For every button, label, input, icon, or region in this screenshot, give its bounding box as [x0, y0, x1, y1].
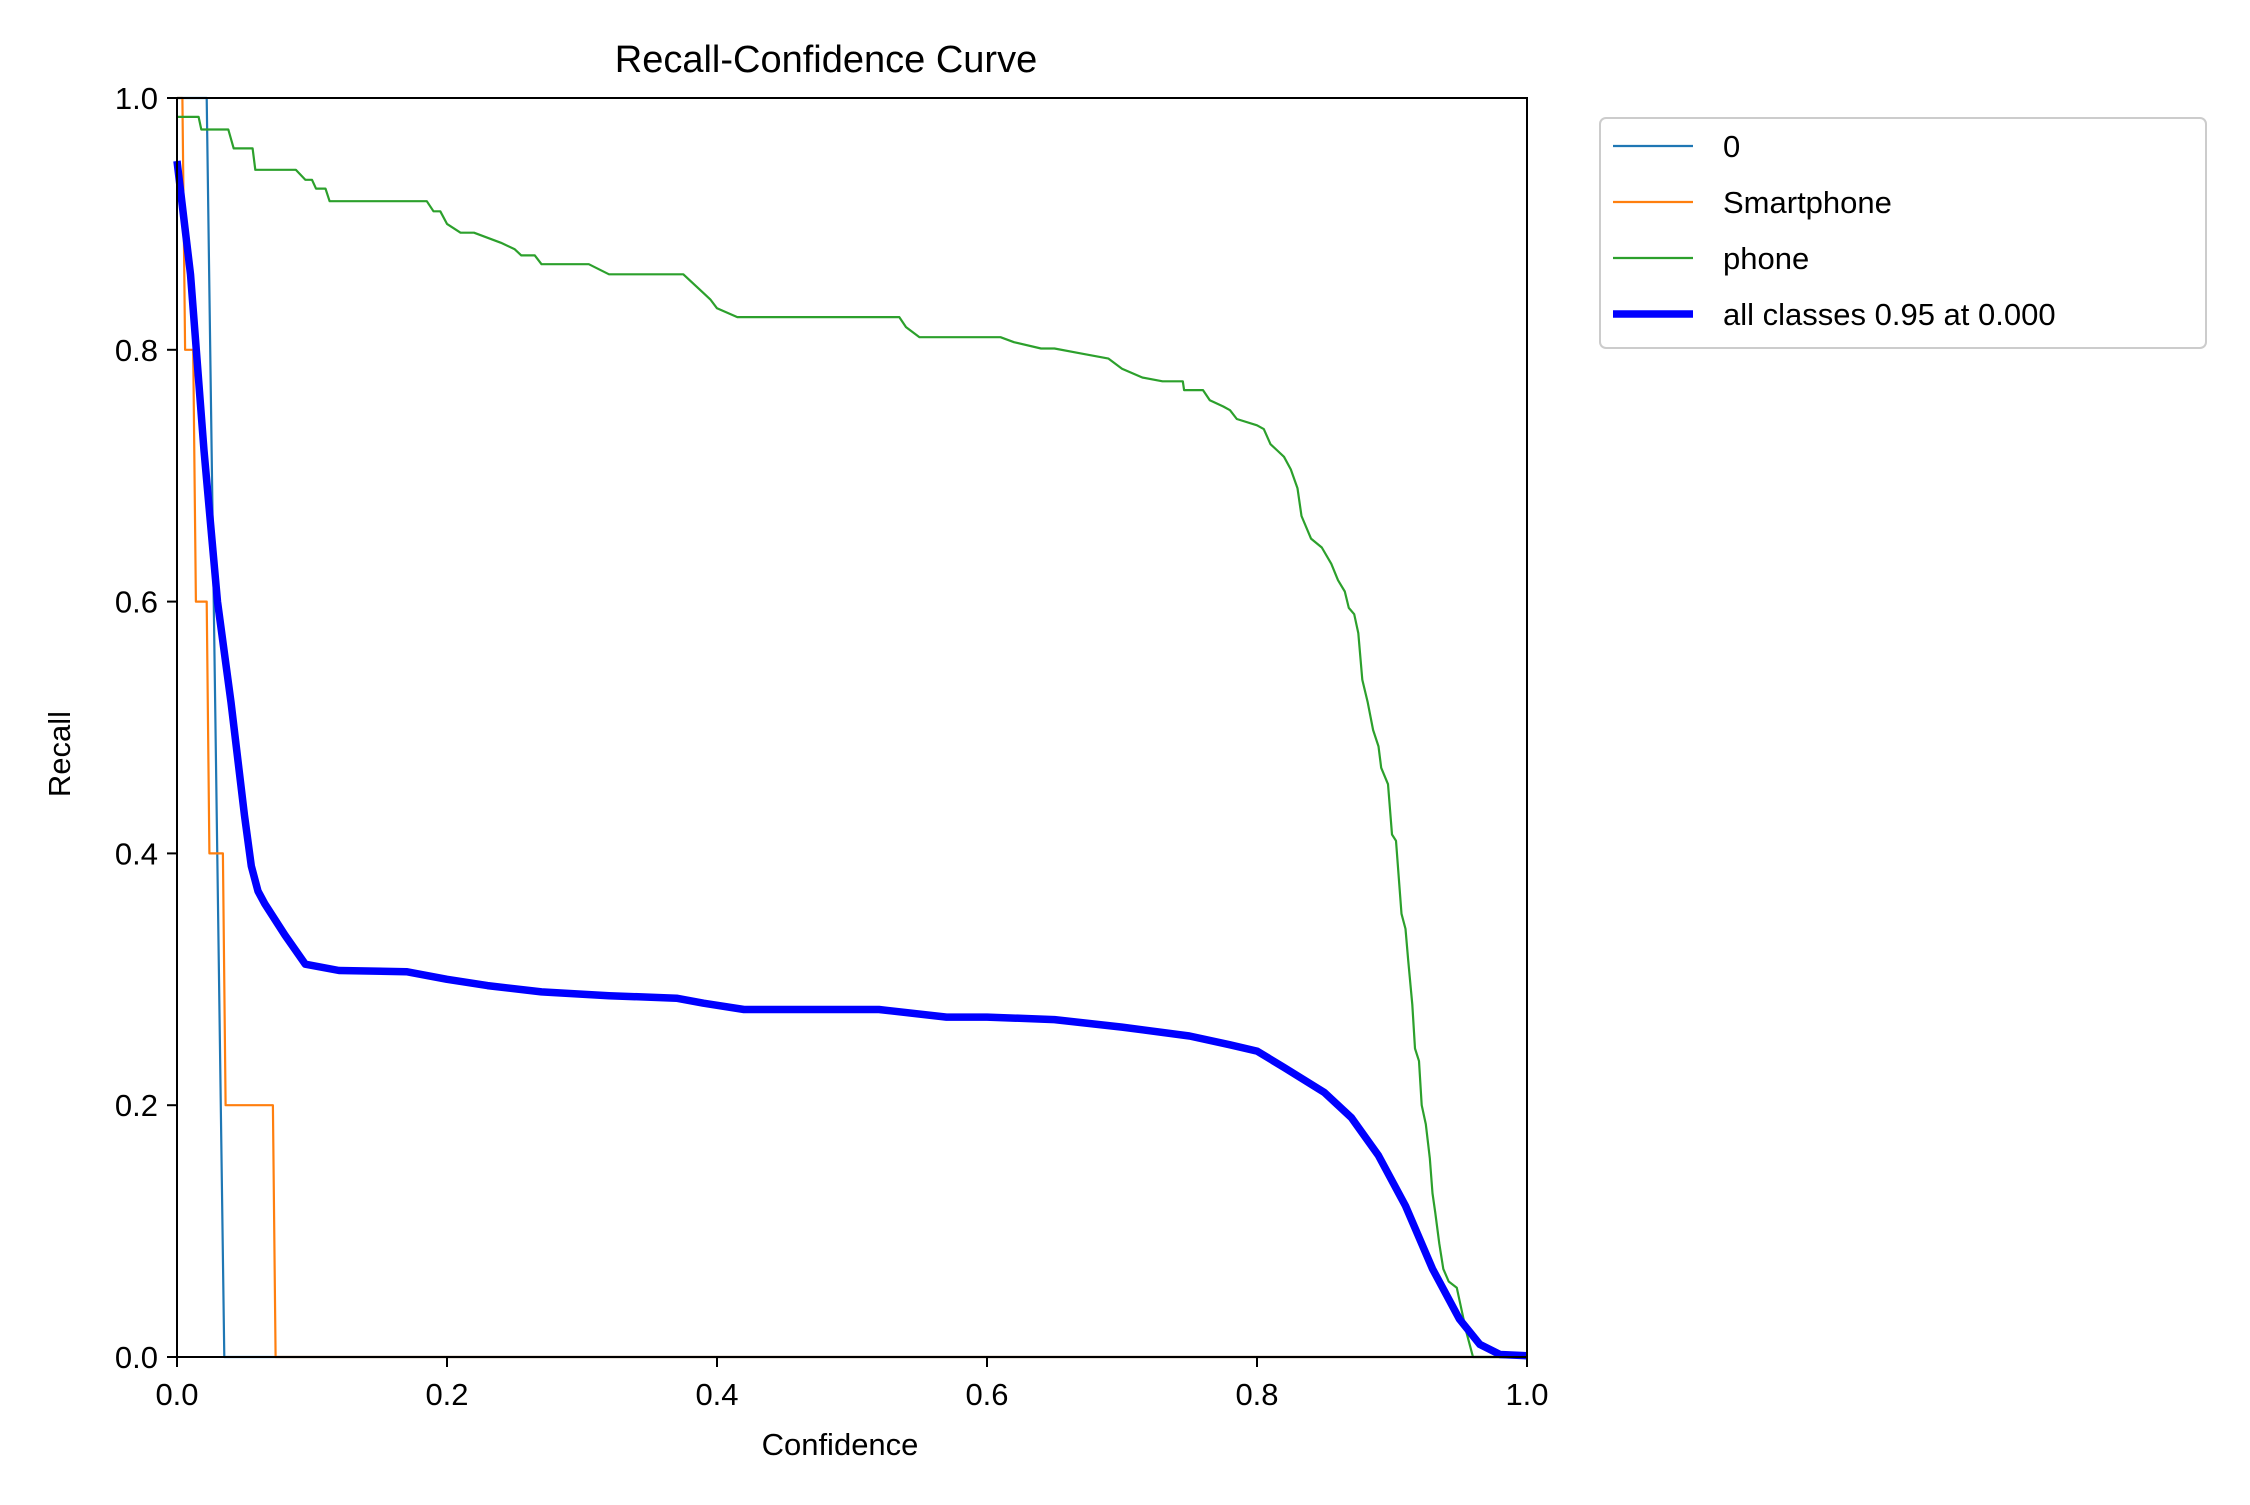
axes-frame [176, 97, 1528, 1358]
x-tick-label: 0.0 [155, 1377, 198, 1412]
y-axis-label: Recall [42, 711, 77, 797]
series-line-3 [173, 160, 1528, 1360]
y-tick-label: 0.0 [115, 1340, 158, 1375]
x-axis-label: Confidence [762, 1427, 919, 1462]
plot-area: 0.0 0.2 0.4 0.6 0.8 1.0 0.0 0.2 0.4 0.6 0.8 1.0 [115, 81, 1549, 1412]
legend-label: all classes 0.95 at 0.000 [1723, 297, 2056, 332]
legend-label: 0 [1723, 129, 1740, 164]
series-line-2 [177, 115, 1527, 1359]
x-tick-label: 1.0 [1505, 1377, 1548, 1412]
series-line-1 [177, 96, 1527, 1359]
x-tick-label: 0.2 [425, 1377, 468, 1412]
chart-title: Recall-Confidence Curve [615, 39, 1037, 81]
legend-label: Smartphone [1723, 185, 1892, 220]
y-tick-label: 1.0 [115, 81, 158, 116]
y-tick-label: 0.2 [115, 1088, 158, 1123]
x-tick-label: 0.8 [1235, 1377, 1278, 1412]
y-tick-label: 0.4 [115, 836, 158, 871]
y-tick-label: 0.8 [115, 333, 158, 368]
legend: 0 Smartphone phone all classes 0.95 at 0.00… [1599, 117, 2207, 349]
y-tick-label: 0.6 [115, 585, 158, 620]
x-tick-label: 0.4 [695, 1377, 738, 1412]
legend-label: phone [1723, 241, 1809, 276]
legend-box [1599, 117, 2207, 349]
x-tick-label: 0.6 [965, 1377, 1008, 1412]
